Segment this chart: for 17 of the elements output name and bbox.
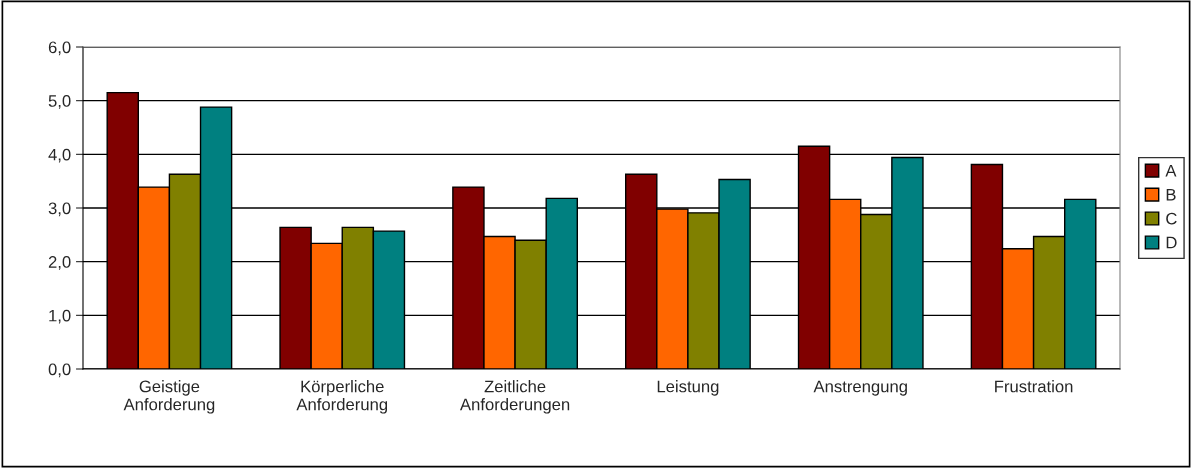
y-tick-label: 6,0 (48, 41, 71, 56)
x-tick-label: Zeitliche Anforderungen (459, 380, 570, 414)
y-tick-label: 3,0 (48, 202, 71, 217)
y-tick-label: 5,0 (48, 95, 71, 109)
x-tick-label: Körperliche Anforderung (296, 380, 388, 414)
y-tick-label: 1,0 (49, 309, 71, 324)
y-tick-label: 4,0 (48, 148, 71, 163)
legend-label: C (1166, 212, 1177, 225)
x-tick-label: Frustration (995, 380, 1073, 393)
x-tick-label: Geistige Anforderung (123, 380, 215, 414)
y-tick-label: 0,0 (48, 363, 71, 378)
y-tick-label: 2,0 (48, 256, 71, 270)
legend-label: D (1166, 236, 1177, 249)
x-tick-label: Leistung (657, 380, 719, 396)
legend-label: B (1166, 188, 1176, 201)
legend-label: A (1165, 164, 1177, 177)
x-tick-label: Anstrengung (813, 380, 907, 396)
